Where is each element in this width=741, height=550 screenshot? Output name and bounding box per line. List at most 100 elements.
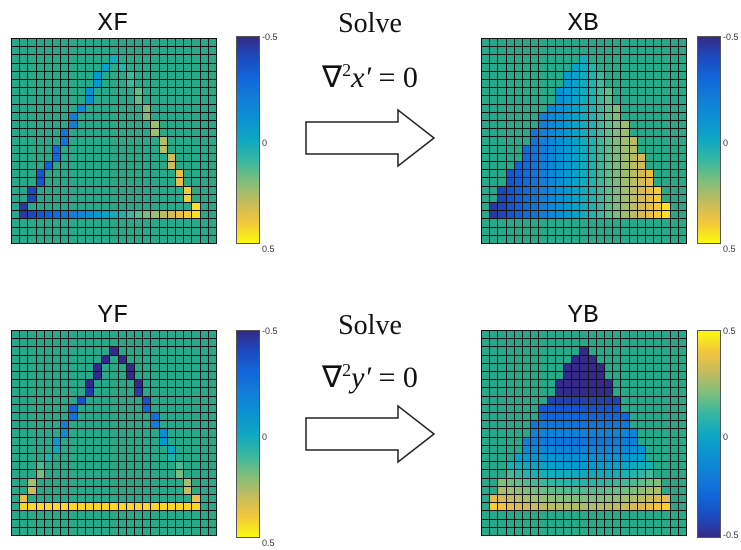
grid-cell <box>184 178 192 186</box>
grid-cell <box>572 511 580 519</box>
grid-cell <box>604 39 613 47</box>
grid-cell <box>159 129 167 137</box>
grid-cell <box>208 388 216 396</box>
grid-cell <box>192 129 200 137</box>
grid-cell <box>572 211 580 219</box>
grid-cell <box>645 494 654 503</box>
grid-cell <box>498 55 506 63</box>
grid-cell <box>670 412 678 421</box>
grid-cell <box>52 347 61 355</box>
grid-cell <box>629 486 637 494</box>
grid-cell <box>498 161 506 170</box>
grid-cell <box>580 445 588 453</box>
grid-cell <box>151 462 159 470</box>
grid-cell <box>61 339 69 347</box>
grid-cell <box>192 437 200 445</box>
grid-cell <box>670 445 678 453</box>
grid-cell <box>184 437 192 445</box>
grid-cell <box>490 194 498 202</box>
grid-cell <box>134 104 143 112</box>
grid-cell <box>175 170 184 178</box>
grid-cell <box>69 355 77 363</box>
grid-cell <box>539 486 547 494</box>
grid-cell <box>44 412 52 421</box>
grid-cell <box>200 112 208 120</box>
grid-cell <box>596 388 604 396</box>
grid-cell <box>604 396 613 404</box>
grid-cell <box>20 227 28 235</box>
grid-cell <box>498 63 506 71</box>
grid-cell <box>151 371 159 380</box>
grid-cell <box>44 494 52 503</box>
grid-cell <box>77 527 85 535</box>
grid-cell <box>110 486 118 494</box>
grid-cell <box>134 219 143 227</box>
grid-cell <box>645 104 654 112</box>
grid-cell <box>654 96 662 104</box>
grid-cell <box>670 486 678 494</box>
grid-cell <box>645 380 654 388</box>
grid-cell <box>514 112 522 120</box>
grid-cell <box>12 355 20 363</box>
grid-cell <box>93 396 102 404</box>
grid-cell <box>490 71 498 79</box>
grid-cell <box>85 170 93 178</box>
grid-cell <box>613 202 621 211</box>
grid-cell <box>514 339 522 347</box>
grid-cell <box>670 71 678 79</box>
grid-cell <box>580 494 588 503</box>
grid-cell <box>637 519 645 527</box>
grid-cell <box>514 211 522 219</box>
grid-cell <box>192 145 200 153</box>
grid-cell <box>563 112 572 120</box>
grid-cell <box>61 235 69 243</box>
grid-cell <box>167 153 175 161</box>
grid-cell <box>184 39 192 47</box>
grid-cell <box>110 219 118 227</box>
grid-cell <box>143 478 151 486</box>
grid-cell <box>93 129 102 137</box>
grid-cell <box>604 235 613 243</box>
grid-cell <box>498 71 506 79</box>
grid-cell <box>662 503 670 511</box>
grid-cell <box>184 503 192 511</box>
grid-cell <box>670 355 678 363</box>
grid-cell <box>588 47 596 55</box>
grid-cell <box>580 161 588 170</box>
grid-cell <box>637 380 645 388</box>
grid-cell <box>604 355 613 363</box>
grid-cell <box>61 388 69 396</box>
grid-cell <box>93 462 102 470</box>
grid-cell <box>539 104 547 112</box>
grid-cell <box>118 429 126 437</box>
grid-cell <box>184 63 192 71</box>
grid-cell <box>572 161 580 170</box>
grid-cell <box>143 104 151 112</box>
grid-cell <box>522 120 531 129</box>
grid-cell <box>77 194 85 202</box>
grid-cell <box>61 503 69 511</box>
grid-cell <box>637 194 645 202</box>
grid-cell <box>522 437 531 445</box>
grid-cell <box>159 462 167 470</box>
grid-cell <box>539 363 547 371</box>
grid-cell <box>143 494 151 503</box>
grid-cell <box>482 371 490 380</box>
grid-cell <box>143 527 151 535</box>
grid-cell <box>670 112 678 120</box>
grid-cell <box>645 462 654 470</box>
grid-cell <box>77 519 85 527</box>
grid-cell <box>563 429 572 437</box>
grid-cell <box>514 194 522 202</box>
grid-cell <box>604 429 613 437</box>
grid-cell <box>126 120 134 129</box>
grid-cell <box>126 227 134 235</box>
grid-cell <box>645 129 654 137</box>
grid-cell <box>184 79 192 88</box>
grid-cell <box>184 219 192 227</box>
grid-cell <box>596 429 604 437</box>
grid-cell <box>93 235 102 243</box>
grid-cell <box>506 363 514 371</box>
grid-cell <box>52 129 61 137</box>
grid-cell <box>539 388 547 396</box>
